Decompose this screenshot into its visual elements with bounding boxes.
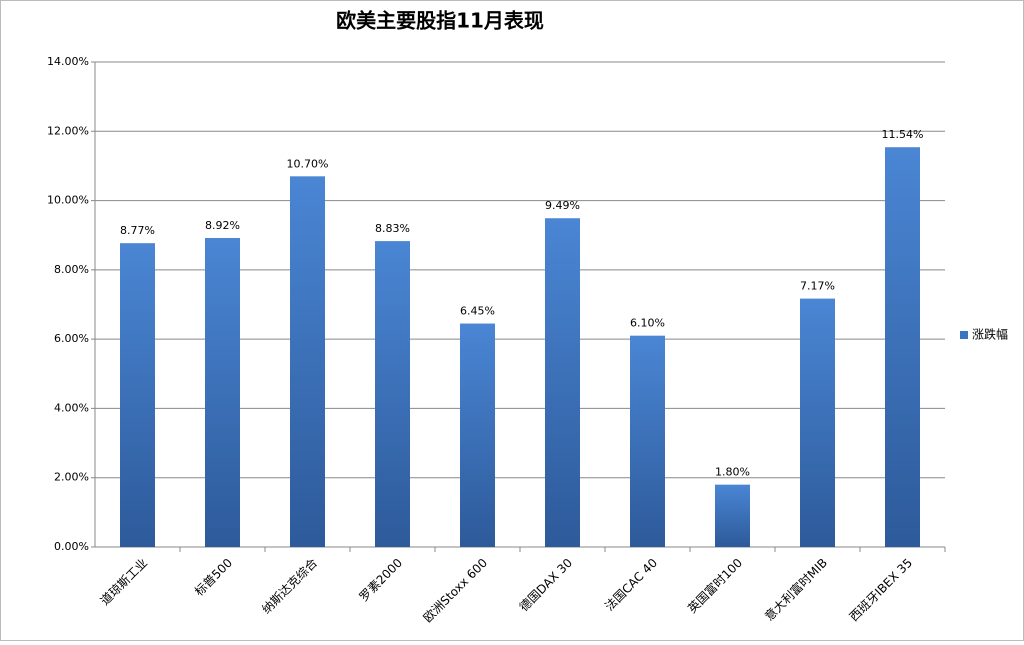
bar bbox=[290, 176, 325, 548]
bar bbox=[545, 218, 580, 547]
value-label: 8.83% bbox=[375, 222, 410, 235]
value-label: 6.10% bbox=[630, 317, 665, 330]
chart-title: 欧美主要股指11月表现 bbox=[336, 9, 544, 33]
value-label: 1.80% bbox=[715, 466, 750, 479]
y-tick-label: 6.00% bbox=[54, 332, 89, 345]
value-label: 8.77% bbox=[120, 224, 155, 237]
y-tick-label: 10.00% bbox=[47, 194, 89, 207]
bar bbox=[630, 335, 665, 547]
value-label: 10.70% bbox=[287, 157, 329, 170]
bar bbox=[120, 243, 155, 548]
legend-label: 涨跌幅 bbox=[972, 327, 1008, 342]
y-tick-label: 0.00% bbox=[54, 540, 89, 553]
bar bbox=[205, 237, 240, 547]
y-tick-label: 8.00% bbox=[54, 263, 89, 276]
bar bbox=[715, 484, 750, 547]
y-tick-label: 2.00% bbox=[54, 471, 89, 484]
y-tick-label: 14.00% bbox=[47, 55, 89, 68]
value-label: 8.92% bbox=[205, 219, 240, 232]
value-label: 7.17% bbox=[800, 280, 835, 293]
value-label: 6.45% bbox=[460, 305, 495, 318]
y-tick-label: 12.00% bbox=[47, 124, 89, 137]
bar bbox=[800, 298, 835, 547]
legend-swatch bbox=[960, 331, 968, 339]
y-tick-label: 4.00% bbox=[54, 401, 89, 414]
bar bbox=[460, 323, 495, 547]
value-label: 9.49% bbox=[545, 199, 580, 212]
bar bbox=[375, 241, 410, 547]
value-label: 11.54% bbox=[882, 128, 924, 141]
bar bbox=[885, 147, 920, 547]
